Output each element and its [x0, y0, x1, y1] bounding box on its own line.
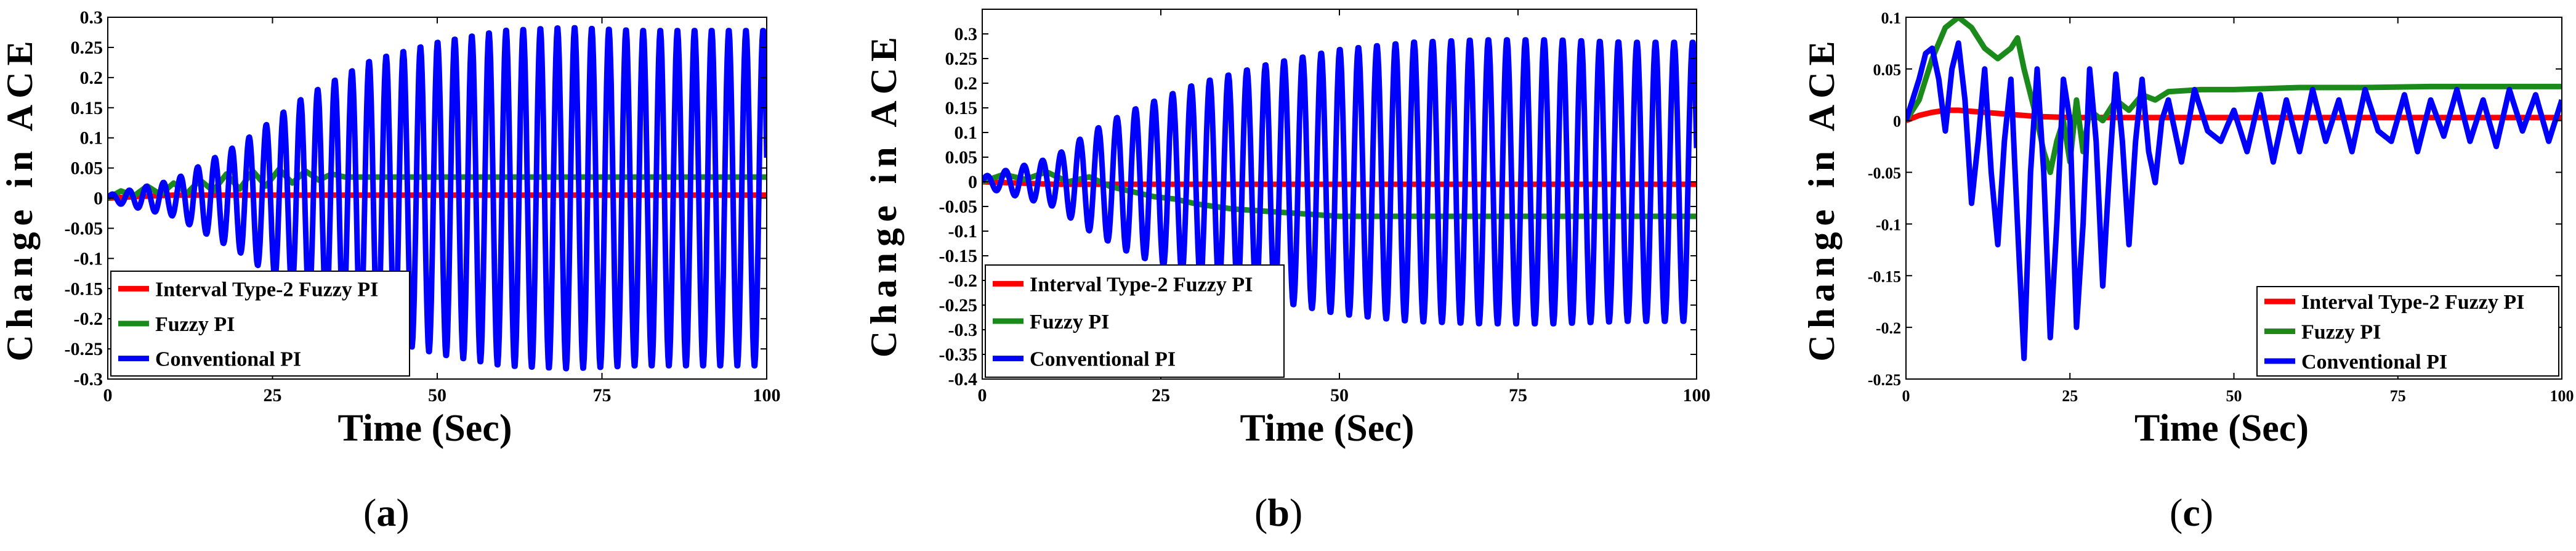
y-tick-label: -0.35 [939, 345, 978, 365]
y-tick-label: 0.2 [955, 73, 978, 94]
y-tick-label: -0.05 [65, 218, 103, 239]
y-tick-label: 0.15 [71, 98, 103, 118]
chart-c: 0 25 50 75 100 -0.25 -0.2 -0.15 -0.1 -0.05 0 0.05 0.… [1801, 9, 2574, 449]
legend-entry-label: Fuzzy PI [1030, 311, 1109, 333]
x-axis-label: Time (Sec) [338, 407, 512, 449]
x-tick-label: 100 [753, 385, 781, 406]
y-tick-label: -0.15 [1868, 267, 1901, 285]
y-axis-label: Change in ACE [1801, 35, 1842, 361]
y-tick-label: 0.2 [80, 68, 103, 88]
x-tick-label: 25 [2062, 387, 2078, 405]
y-tick-label: 0.1 [955, 123, 978, 143]
y-tick-label: -0.1 [74, 248, 103, 269]
x-tick-label: 0 [978, 385, 987, 406]
legend-entry-label: Conventional PI [2301, 351, 2447, 373]
legend-entry-label: Fuzzy PI [155, 313, 235, 336]
y-tick-label: -0.25 [939, 295, 978, 316]
y-tick-label: 0.1 [1881, 9, 1902, 27]
y-tick-label: 0.25 [71, 38, 103, 58]
x-tick-label: 0 [103, 385, 113, 406]
legend: Interval Type-2 Fuzzy PI Fuzzy PI Conventi… [110, 271, 410, 377]
x-axis-label: Time (Sec) [2134, 407, 2309, 449]
y-tick-label: -0.05 [1868, 165, 1901, 182]
legend-entry-label: Interval Type-2 Fuzzy PI [1030, 273, 1253, 296]
y-axis-label: Change in ACE [863, 31, 904, 357]
y-tick-label: 0.3 [80, 7, 103, 28]
panel-label-b: (b) [1254, 491, 1303, 534]
y-tick-label: -0.4 [948, 369, 978, 390]
y-tick-label: 0 [1893, 113, 1901, 131]
legend-box [2256, 286, 2559, 377]
y-tick-label: -0.25 [1868, 371, 1901, 389]
y-tick-label: -0.1 [1876, 216, 1901, 234]
x-tick-label: 50 [1330, 385, 1349, 406]
x-tick-label: 100 [1683, 385, 1711, 406]
y-tick-label: -0.1 [948, 221, 978, 242]
x-tick-label: 75 [593, 385, 612, 406]
x-tick-label: 75 [2390, 387, 2406, 405]
y-tick-label: -0.15 [65, 279, 103, 299]
y-tick-label: 0.05 [945, 147, 978, 168]
y-tick-label: 0 [94, 189, 103, 209]
y-tick-label: 0.05 [1873, 61, 1902, 79]
panel-letter-a: a [376, 491, 397, 534]
legend-box [985, 264, 1285, 378]
legend: Interval Type-2 Fuzzy PI Fuzzy PI Conventi… [2256, 286, 2559, 377]
y-tick-label: -0.2 [1876, 319, 1901, 337]
series-line-conventional-pi [1906, 40, 2562, 361]
x-tick-label: 25 [1152, 385, 1170, 406]
y-tick-label: -0.05 [939, 197, 978, 217]
legend-entry-label: Conventional PI [1030, 348, 1176, 371]
y-tick-label: 0 [968, 172, 977, 192]
panel-letter-b: b [1267, 491, 1290, 534]
x-tick-label: 25 [264, 385, 282, 406]
y-tick-label: 0.3 [955, 24, 978, 44]
chart-b: 0 25 50 75 100 -0.4 -0.35 -0.3 -0.25 -0.2 -0.15 -0.… [863, 9, 1711, 449]
panel-letter-c: c [2182, 491, 2200, 534]
x-tick-label: 0 [1902, 387, 1910, 405]
y-tick-label: 0.25 [945, 49, 978, 69]
series-line-conventional-pi [982, 37, 1697, 327]
panel-label-c: (c) [2170, 491, 2214, 534]
y-tick-label: 0.15 [945, 98, 978, 118]
y-axis-label: Change in ACE [0, 35, 40, 361]
legend-entry-label: Fuzzy PI [2301, 321, 2381, 344]
x-axis-label: Time (Sec) [1240, 407, 1415, 449]
y-tick-label: -0.3 [948, 320, 978, 340]
y-tick-label: -0.3 [74, 369, 103, 390]
legend-entry-label: Interval Type-2 Fuzzy PI [2301, 291, 2524, 314]
y-tick-label: -0.25 [65, 339, 103, 359]
legend-box [110, 271, 410, 377]
x-tick-label: 100 [2550, 387, 2574, 405]
series-line-interval-type-2-fuzzy-pi [108, 192, 767, 201]
legend: Interval Type-2 Fuzzy PI Fuzzy PI Conventi… [985, 264, 1285, 378]
x-tick-label: 50 [2226, 387, 2242, 405]
y-tick-label: -0.15 [939, 246, 978, 266]
x-tick-label: 75 [1509, 385, 1527, 406]
legend-entry-label: Interval Type-2 Fuzzy PI [155, 278, 378, 301]
series-line-conventional-pi [108, 25, 767, 372]
panel-label-a: (a) [363, 491, 410, 534]
legend-entry-label: Conventional PI [155, 348, 301, 371]
y-tick-label: -0.2 [74, 309, 103, 329]
x-tick-label: 50 [428, 385, 446, 406]
y-tick-label: -0.2 [948, 271, 978, 291]
y-tick-label: 0.1 [80, 128, 103, 149]
y-tick-label: 0.05 [71, 158, 103, 179]
chart-a: 0 25 50 75 100 -0.3 -0.25 -0.2 -0.15 -0.1 -0.05 0 0.… [0, 7, 781, 449]
series-line-interval-type-2-fuzzy-pi [982, 179, 1697, 187]
